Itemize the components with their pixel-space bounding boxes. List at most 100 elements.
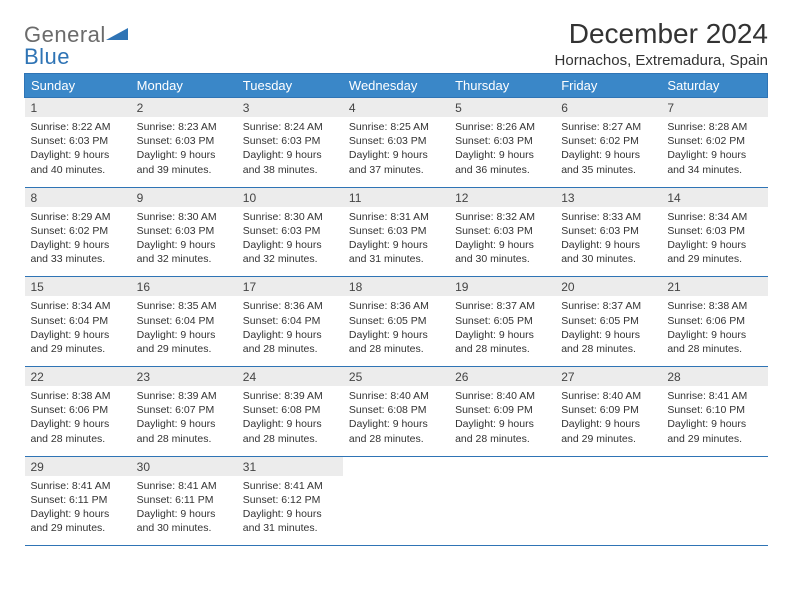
- daylight-text-1: Daylight: 9 hours: [243, 328, 337, 342]
- sunrise-text: Sunrise: 8:40 AM: [561, 389, 655, 403]
- daylight-text-2: and 40 minutes.: [31, 163, 125, 177]
- daylight-text-2: and 28 minutes.: [349, 342, 443, 356]
- daylight-text-1: Daylight: 9 hours: [667, 148, 761, 162]
- day-number-cell: 4: [343, 98, 449, 118]
- day-body-cell: Sunrise: 8:34 AMSunset: 6:03 PMDaylight:…: [661, 207, 767, 277]
- daylight-text-2: and 30 minutes.: [561, 252, 655, 266]
- day-header: Wednesday: [343, 74, 449, 98]
- day-body-cell: Sunrise: 8:38 AMSunset: 6:06 PMDaylight:…: [25, 386, 131, 456]
- sunset-text: Sunset: 6:10 PM: [667, 403, 761, 417]
- day-body-cell: Sunrise: 8:26 AMSunset: 6:03 PMDaylight:…: [449, 117, 555, 187]
- sunset-text: Sunset: 6:02 PM: [561, 134, 655, 148]
- day-body-cell: Sunrise: 8:41 AMSunset: 6:11 PMDaylight:…: [25, 476, 131, 546]
- day-body-cell: Sunrise: 8:41 AMSunset: 6:11 PMDaylight:…: [131, 476, 237, 546]
- daynum-row: 293031: [25, 456, 768, 476]
- day-header: Tuesday: [237, 74, 343, 98]
- month-title: December 2024: [555, 18, 768, 50]
- daylight-text-2: and 32 minutes.: [137, 252, 231, 266]
- day-header: Friday: [555, 74, 661, 98]
- sunset-text: Sunset: 6:02 PM: [31, 224, 125, 238]
- logo-text: General Blue: [24, 24, 128, 68]
- sunrise-text: Sunrise: 8:31 AM: [349, 210, 443, 224]
- day-number-cell: 15: [25, 277, 131, 297]
- daylight-text-1: Daylight: 9 hours: [31, 507, 125, 521]
- sunset-text: Sunset: 6:02 PM: [667, 134, 761, 148]
- sunrise-text: Sunrise: 8:41 AM: [243, 479, 337, 493]
- daylight-text-2: and 36 minutes.: [455, 163, 549, 177]
- day-body-cell: Sunrise: 8:29 AMSunset: 6:02 PMDaylight:…: [25, 207, 131, 277]
- sunrise-text: Sunrise: 8:37 AM: [455, 299, 549, 313]
- day-number-cell: 16: [131, 277, 237, 297]
- sunrise-text: Sunrise: 8:36 AM: [349, 299, 443, 313]
- day-number-cell: 19: [449, 277, 555, 297]
- sunset-text: Sunset: 6:09 PM: [455, 403, 549, 417]
- daylight-text-2: and 32 minutes.: [243, 252, 337, 266]
- daylight-text-2: and 29 minutes.: [561, 432, 655, 446]
- day-body-cell: [661, 476, 767, 546]
- day-body-cell: Sunrise: 8:34 AMSunset: 6:04 PMDaylight:…: [25, 296, 131, 366]
- daylight-text-2: and 39 minutes.: [137, 163, 231, 177]
- day-number-cell: 25: [343, 367, 449, 387]
- day-body-row: Sunrise: 8:29 AMSunset: 6:02 PM Daylight:…: [25, 207, 768, 277]
- day-body-cell: Sunrise: 8:33 AMSunset: 6:03 PMDaylight:…: [555, 207, 661, 277]
- sunrise-text: Sunrise: 8:36 AM: [243, 299, 337, 313]
- sunrise-text: Sunrise: 8:40 AM: [455, 389, 549, 403]
- sunrise-text: Sunrise: 8:30 AM: [243, 210, 337, 224]
- daylight-text-2: and 28 minutes.: [561, 342, 655, 356]
- sunset-text: Sunset: 6:09 PM: [561, 403, 655, 417]
- sunrise-text: Sunrise: 8:22 AM: [31, 120, 125, 134]
- daylight-text-1: Daylight: 9 hours: [455, 238, 549, 252]
- daylight-text-2: and 30 minutes.: [137, 521, 231, 535]
- day-body-cell: Sunrise: 8:40 AMSunset: 6:09 PMDaylight:…: [449, 386, 555, 456]
- sunset-text: Sunset: 6:04 PM: [137, 314, 231, 328]
- day-body-cell: Sunrise: 8:30 AMSunset: 6:03 PMDaylight:…: [237, 207, 343, 277]
- day-number-cell: 8: [25, 187, 131, 207]
- daylight-text-2: and 34 minutes.: [667, 163, 761, 177]
- logo: General Blue: [24, 18, 128, 68]
- day-body-cell: Sunrise: 8:39 AMSunset: 6:08 PMDaylight:…: [237, 386, 343, 456]
- sunrise-text: Sunrise: 8:35 AM: [137, 299, 231, 313]
- day-number-cell: 10: [237, 187, 343, 207]
- daylight-text-1: Daylight: 9 hours: [243, 507, 337, 521]
- sunset-text: Sunset: 6:03 PM: [243, 224, 337, 238]
- daylight-text-2: and 29 minutes.: [137, 342, 231, 356]
- daylight-text-1: Daylight: 9 hours: [349, 417, 443, 431]
- day-body-cell: Sunrise: 8:24 AMSunset: 6:03 PMDaylight:…: [237, 117, 343, 187]
- logo-blue: Blue: [24, 44, 70, 69]
- sunset-text: Sunset: 6:08 PM: [243, 403, 337, 417]
- sunset-text: Sunset: 6:12 PM: [243, 493, 337, 507]
- day-body-cell: Sunrise: 8:37 AMSunset: 6:05 PMDaylight:…: [449, 296, 555, 366]
- day-number-cell: 13: [555, 187, 661, 207]
- day-body-cell: Sunrise: 8:25 AMSunset: 6:03 PMDaylight:…: [343, 117, 449, 187]
- sunrise-text: Sunrise: 8:29 AM: [31, 210, 125, 224]
- daylight-text-2: and 29 minutes.: [31, 521, 125, 535]
- title-block: December 2024 Hornachos, Extremadura, Sp…: [555, 18, 768, 69]
- daylight-text-2: and 29 minutes.: [667, 252, 761, 266]
- daylight-text-1: Daylight: 9 hours: [137, 148, 231, 162]
- day-number-cell: 9: [131, 187, 237, 207]
- day-body-cell: [555, 476, 661, 546]
- header-row: General Blue December 2024 Hornachos, Ex…: [24, 18, 768, 69]
- day-number-cell: 5: [449, 98, 555, 118]
- day-header: Monday: [131, 74, 237, 98]
- day-body-cell: Sunrise: 8:27 AMSunset: 6:02 PMDaylight:…: [555, 117, 661, 187]
- sunset-text: Sunset: 6:03 PM: [31, 134, 125, 148]
- sunrise-text: Sunrise: 8:27 AM: [561, 120, 655, 134]
- day-body-cell: Sunrise: 8:41 AMSunset: 6:10 PMDaylight:…: [661, 386, 767, 456]
- sunset-text: Sunset: 6:03 PM: [349, 134, 443, 148]
- day-number-cell: [449, 456, 555, 476]
- day-body-cell: Sunrise: 8:35 AMSunset: 6:04 PMDaylight:…: [131, 296, 237, 366]
- day-number-cell: 24: [237, 367, 343, 387]
- sunrise-text: Sunrise: 8:30 AM: [137, 210, 231, 224]
- location: Hornachos, Extremadura, Spain: [555, 52, 768, 69]
- daylight-text-2: and 38 minutes.: [243, 163, 337, 177]
- day-body-cell: Sunrise: 8:39 AMSunset: 6:07 PMDaylight:…: [131, 386, 237, 456]
- day-number-cell: 11: [343, 187, 449, 207]
- sunrise-text: Sunrise: 8:32 AM: [455, 210, 549, 224]
- sunrise-text: Sunrise: 8:26 AM: [455, 120, 549, 134]
- sunset-text: Sunset: 6:05 PM: [561, 314, 655, 328]
- day-number-cell: 2: [131, 98, 237, 118]
- sunrise-text: Sunrise: 8:24 AM: [243, 120, 337, 134]
- daylight-text-2: and 31 minutes.: [349, 252, 443, 266]
- day-header: Thursday: [449, 74, 555, 98]
